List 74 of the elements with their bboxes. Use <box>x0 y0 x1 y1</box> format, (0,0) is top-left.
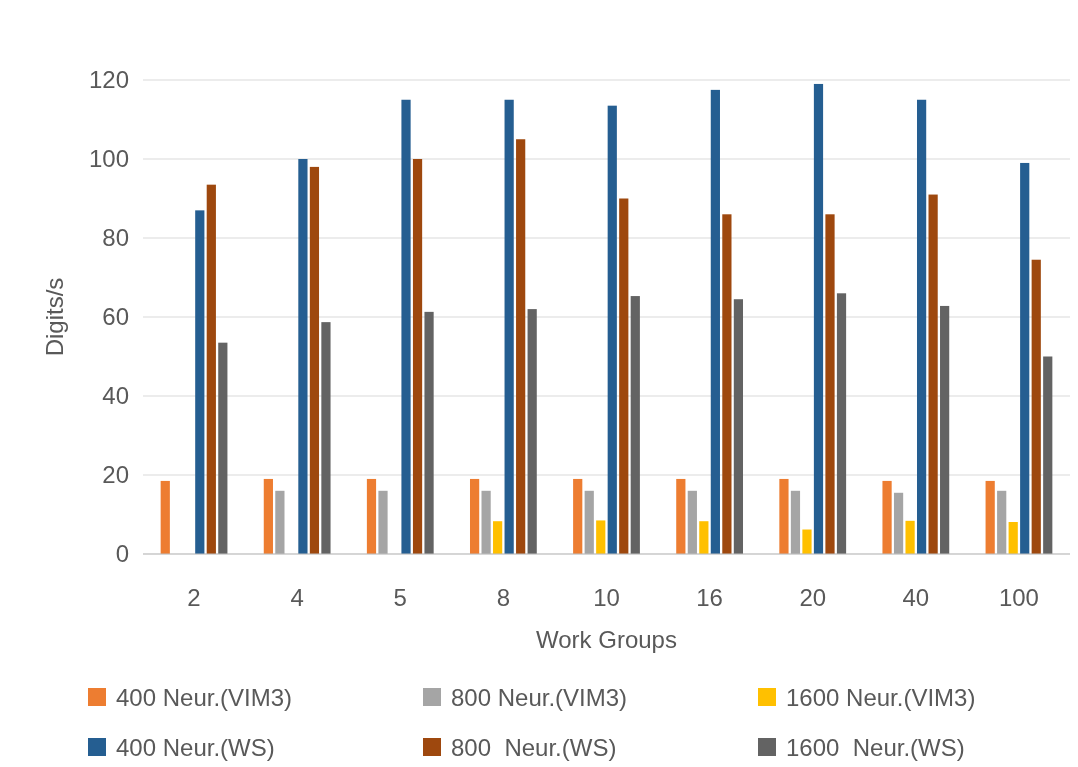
bar <box>882 480 892 554</box>
bar <box>1043 356 1053 554</box>
bar <box>985 480 995 554</box>
y-tick-label: 120 <box>88 66 129 94</box>
bar <box>630 296 640 554</box>
bar <box>893 492 904 554</box>
bar <box>836 293 847 554</box>
bar <box>596 520 606 554</box>
bar <box>619 198 629 554</box>
bar <box>218 342 228 554</box>
bar <box>516 139 526 554</box>
bar <box>366 478 377 554</box>
bar <box>607 105 617 554</box>
bar <box>722 214 732 554</box>
bar <box>206 184 216 554</box>
y-tick-label: 60 <box>102 303 129 331</box>
x-tick-label: 40 <box>902 584 930 611</box>
y-axis-title: Digits/s <box>41 277 68 357</box>
x-axis-title: Work Groups <box>536 626 677 653</box>
bar <box>195 210 205 554</box>
bar <box>401 99 411 554</box>
legend-label: 800 Neur.(WS) <box>451 734 617 762</box>
y-tick-label: 100 <box>88 145 129 173</box>
bar <box>928 194 938 554</box>
bar <box>160 480 170 554</box>
legend-label: 800 Neur.(VIM3) <box>451 684 628 712</box>
bar <box>676 478 686 554</box>
bar <box>733 299 744 554</box>
bar <box>825 214 835 554</box>
bar <box>1031 259 1041 554</box>
bar <box>940 305 950 554</box>
bar <box>309 166 320 554</box>
x-tick-label: 10 <box>593 584 620 611</box>
y-tick-label: 40 <box>102 382 129 410</box>
bar <box>779 478 789 554</box>
legend-label: 1600 Neur.(WS) <box>786 734 965 762</box>
y-tick-label: 0 <box>115 540 129 568</box>
bar <box>813 83 824 554</box>
bar <box>790 490 801 554</box>
bar <box>917 99 927 554</box>
bar <box>1008 522 1018 554</box>
bar <box>412 159 423 554</box>
bar <box>802 529 812 554</box>
x-tick-label: 16 <box>696 584 723 611</box>
bar <box>493 521 503 554</box>
x-tick-label: 5 <box>393 584 407 611</box>
bar <box>298 159 308 554</box>
x-tick-label: 100 <box>998 584 1039 611</box>
bar <box>687 490 697 554</box>
legend-label: 400 Neur.(WS) <box>116 734 275 762</box>
bar <box>378 490 388 554</box>
legend-label: 1600 Neur.(VIM3) <box>786 684 976 712</box>
bar <box>699 521 709 554</box>
legend-label: 400 Neur.(VIM3) <box>116 684 293 712</box>
x-tick-label: 8 <box>496 584 511 611</box>
bar <box>424 311 434 554</box>
y-tick-label: 80 <box>102 224 129 252</box>
bar <box>321 322 331 554</box>
bar <box>469 478 480 554</box>
bar <box>710 89 720 554</box>
bar <box>1020 162 1030 554</box>
bar <box>481 490 491 554</box>
bar <box>275 490 285 554</box>
bar <box>504 99 514 554</box>
bar <box>997 490 1007 554</box>
bar <box>584 490 594 554</box>
bar <box>573 478 583 554</box>
bar <box>527 309 537 554</box>
x-tick-label: 4 <box>290 584 304 611</box>
bar <box>263 478 273 554</box>
y-tick-label: 20 <box>102 461 129 489</box>
x-tick-label: 2 <box>187 584 201 611</box>
bar <box>905 520 915 554</box>
x-tick-label: 20 <box>799 584 827 611</box>
